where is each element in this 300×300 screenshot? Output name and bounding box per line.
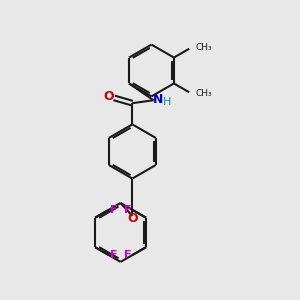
Text: F: F	[110, 205, 117, 215]
Text: F: F	[110, 250, 117, 260]
Text: F: F	[124, 205, 131, 215]
Text: N: N	[153, 93, 164, 106]
Text: O: O	[127, 212, 138, 225]
Text: H: H	[163, 97, 171, 107]
Text: O: O	[103, 90, 113, 103]
Text: CH₃: CH₃	[196, 89, 212, 98]
Text: CH₃: CH₃	[196, 43, 212, 52]
Text: F: F	[124, 250, 131, 260]
